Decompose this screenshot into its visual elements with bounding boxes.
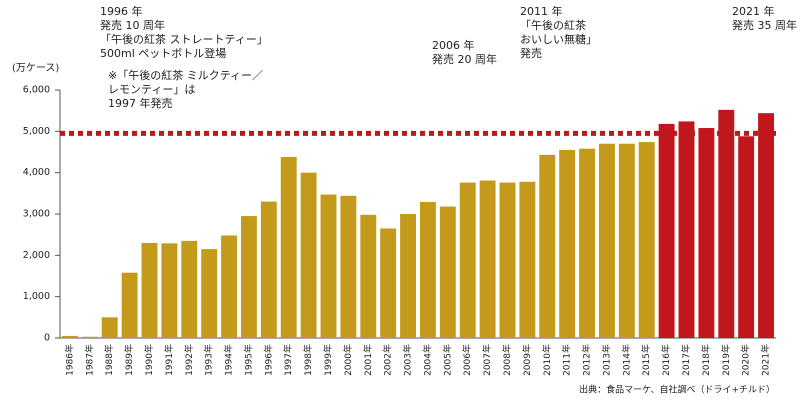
annotation: 2021 年 — [732, 4, 775, 18]
x-tick-label: 1994年 — [223, 344, 235, 376]
y-tick-label: 4,000 — [23, 167, 50, 178]
annotation: 発売 35 周年 — [732, 18, 797, 32]
x-tick-label: 2004年 — [421, 344, 433, 376]
bar — [618, 143, 635, 338]
bar — [758, 113, 775, 338]
x-tick-label: 2000年 — [342, 344, 354, 376]
annotation: 「午後の紅茶 — [520, 18, 586, 32]
x-tick-label: 2009年 — [521, 344, 533, 376]
x-tick-label: 2005年 — [441, 344, 453, 376]
x-tick-label: 2006年 — [461, 344, 473, 376]
bar — [718, 109, 735, 338]
x-tick-label: 1986年 — [63, 344, 75, 376]
bar — [579, 148, 596, 338]
x-tick-label: 2019年 — [720, 344, 732, 376]
annotation: おいしい無糖」 — [520, 32, 597, 46]
y-tick-label: 3,000 — [23, 209, 50, 220]
bar — [201, 249, 218, 338]
bar — [658, 123, 675, 338]
x-tick-label: 2010年 — [541, 344, 553, 376]
annotation: 2006 年 — [432, 38, 475, 52]
y-tick-label: 5,000 — [23, 126, 50, 137]
bar — [161, 243, 178, 338]
x-tick-label: 1990年 — [143, 344, 155, 376]
x-tick-label: 2013年 — [600, 344, 612, 376]
x-tick-label: 2007年 — [481, 344, 493, 376]
bar — [280, 156, 297, 338]
x-tick-label: 1999年 — [322, 344, 334, 376]
x-tick-label: 2003年 — [402, 344, 414, 376]
y-tick-label: 2,000 — [23, 250, 50, 261]
x-tick-label: 2012年 — [581, 344, 593, 376]
y-tick-label: 0 — [44, 333, 50, 344]
x-tick-label: 2014年 — [620, 344, 632, 376]
bar — [439, 206, 456, 338]
bar — [638, 142, 655, 338]
bar — [181, 240, 198, 338]
bar — [539, 154, 556, 338]
x-tick-label: 2018年 — [700, 344, 712, 376]
bar — [519, 181, 536, 338]
bar — [121, 272, 138, 338]
bar — [499, 182, 516, 338]
x-tick-label: 1998年 — [302, 344, 314, 376]
bar — [360, 214, 377, 338]
bar — [380, 228, 397, 338]
bar — [221, 235, 238, 338]
source: 出典：食品マーケ、自社調べ（ドライ+チルド） — [579, 384, 775, 396]
bar — [260, 201, 277, 338]
bar — [240, 216, 257, 338]
bar — [479, 180, 496, 338]
annotation: レモンティー」は — [108, 83, 195, 96]
bar — [141, 242, 158, 338]
annotation: 1997 年発売 — [108, 96, 173, 110]
bar — [400, 214, 417, 338]
annotation: 500ml ペットボトル登場 — [100, 46, 226, 60]
x-tick-label: 2020年 — [740, 344, 752, 376]
x-tick-label: 2017年 — [680, 344, 692, 376]
x-tick-label: 2002年 — [382, 344, 394, 376]
annotation: 「午後の紅茶 ストレートティー」 — [100, 32, 268, 46]
annotation: 発売 20 周年 — [432, 52, 497, 66]
bar — [320, 194, 337, 338]
bar — [598, 143, 615, 338]
bar — [340, 195, 357, 338]
x-tick-label: 1992年 — [183, 344, 195, 376]
bar — [300, 172, 317, 338]
annotation: ※「午後の紅茶 ミルクティー／ — [108, 68, 263, 82]
x-tick-label: 2016年 — [660, 344, 672, 376]
x-tick-label: 1987年 — [83, 344, 95, 376]
x-tick-label: 1993年 — [203, 344, 215, 376]
y-axis-label: (万ケース) — [12, 62, 59, 74]
x-tick-label: 1991年 — [163, 344, 175, 376]
x-tick-label: 2021年 — [760, 344, 772, 376]
bar — [101, 317, 118, 338]
y-tick-label: 6,000 — [23, 85, 50, 96]
bar — [678, 121, 695, 338]
x-tick-label: 2008年 — [501, 344, 513, 376]
annotation: 発売 10 周年 — [100, 18, 165, 32]
x-tick-label: 2001年 — [362, 344, 374, 376]
annotation: 2011 年 — [520, 4, 563, 18]
x-tick-label: 2015年 — [640, 344, 652, 376]
x-tick-label: 2011年 — [561, 344, 573, 376]
x-tick-label: 1989年 — [123, 344, 135, 376]
bar — [738, 136, 755, 338]
annotation: 1996 年 — [100, 4, 143, 18]
bar — [559, 149, 576, 338]
x-tick-label: 1996年 — [262, 344, 274, 376]
bar — [61, 335, 78, 338]
x-tick-label: 1997年 — [282, 344, 294, 376]
bar — [419, 202, 436, 338]
y-tick-label: 1,000 — [23, 291, 50, 302]
annotation: 発売 — [520, 46, 542, 60]
bar — [698, 128, 715, 338]
bar — [459, 182, 476, 338]
bar — [81, 336, 98, 338]
x-tick-label: 1988年 — [103, 344, 115, 376]
x-tick-label: 1995年 — [242, 344, 254, 376]
